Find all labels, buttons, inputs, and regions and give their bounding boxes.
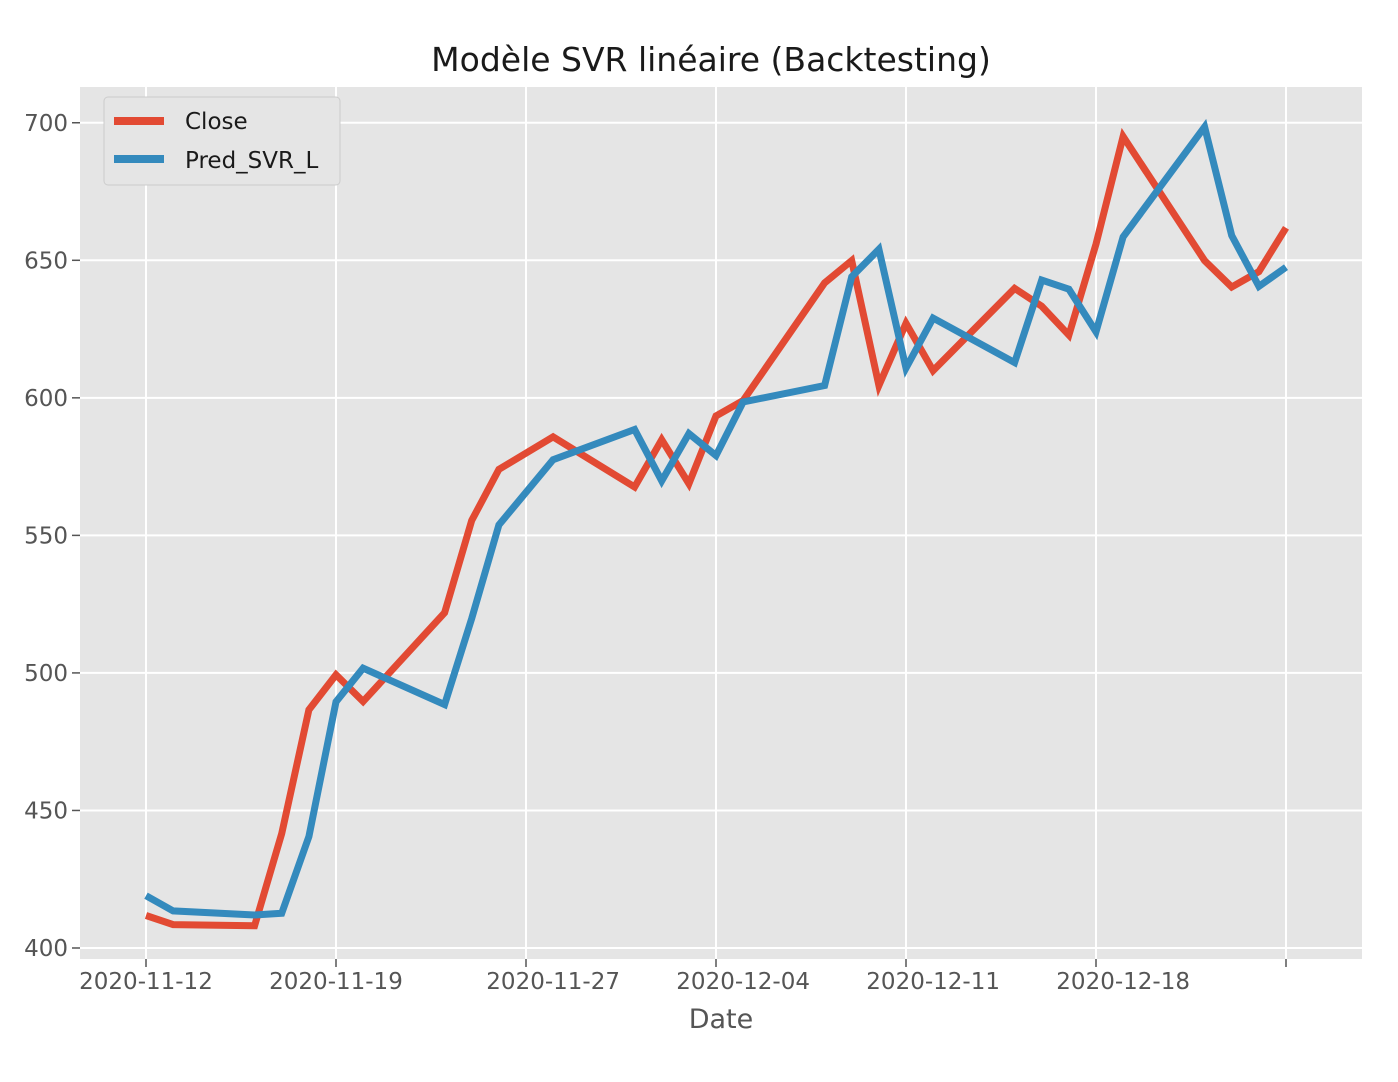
series-line-pred-svr-l <box>144 118 1289 919</box>
y-tick-label: 550 <box>24 523 68 549</box>
y-tick-label: 450 <box>24 798 68 824</box>
series-group <box>144 118 1289 930</box>
x-tick-label: 2020-12-18 <box>1056 969 1190 995</box>
legend: Close Pred_SVR_L <box>103 96 341 186</box>
x-tick-label: 2020-12-04 <box>676 969 810 995</box>
x-tick-label: 2020-11-19 <box>269 969 403 995</box>
legend-label-pred-svr-l: Pred_SVR_L <box>185 148 318 174</box>
y-tick-label: 500 <box>24 661 68 687</box>
chart-title: Modèle SVR linéaire (Backtesting) <box>431 40 991 79</box>
x-tick-label: 2020-12-11 <box>866 969 1000 995</box>
y-tick-label: 700 <box>24 111 68 137</box>
y-tick-label: 650 <box>24 248 68 274</box>
grid-lines <box>80 87 1362 959</box>
x-tick-label: 2020-11-27 <box>486 969 620 995</box>
y-tick-label: 400 <box>24 936 68 962</box>
y-axis: 400 450 500 550 600 650 700 <box>24 111 80 962</box>
plot-area <box>80 87 1362 959</box>
x-axis-label: Date <box>689 1004 754 1035</box>
x-tick-label: 2020-11-12 <box>79 969 213 995</box>
y-tick-label: 600 <box>24 386 68 412</box>
series-line-close <box>144 127 1289 930</box>
legend-label-close: Close <box>185 109 248 135</box>
x-axis: 2020-11-12 2020-11-19 2020-11-27 2020-12-04… <box>79 959 1287 995</box>
